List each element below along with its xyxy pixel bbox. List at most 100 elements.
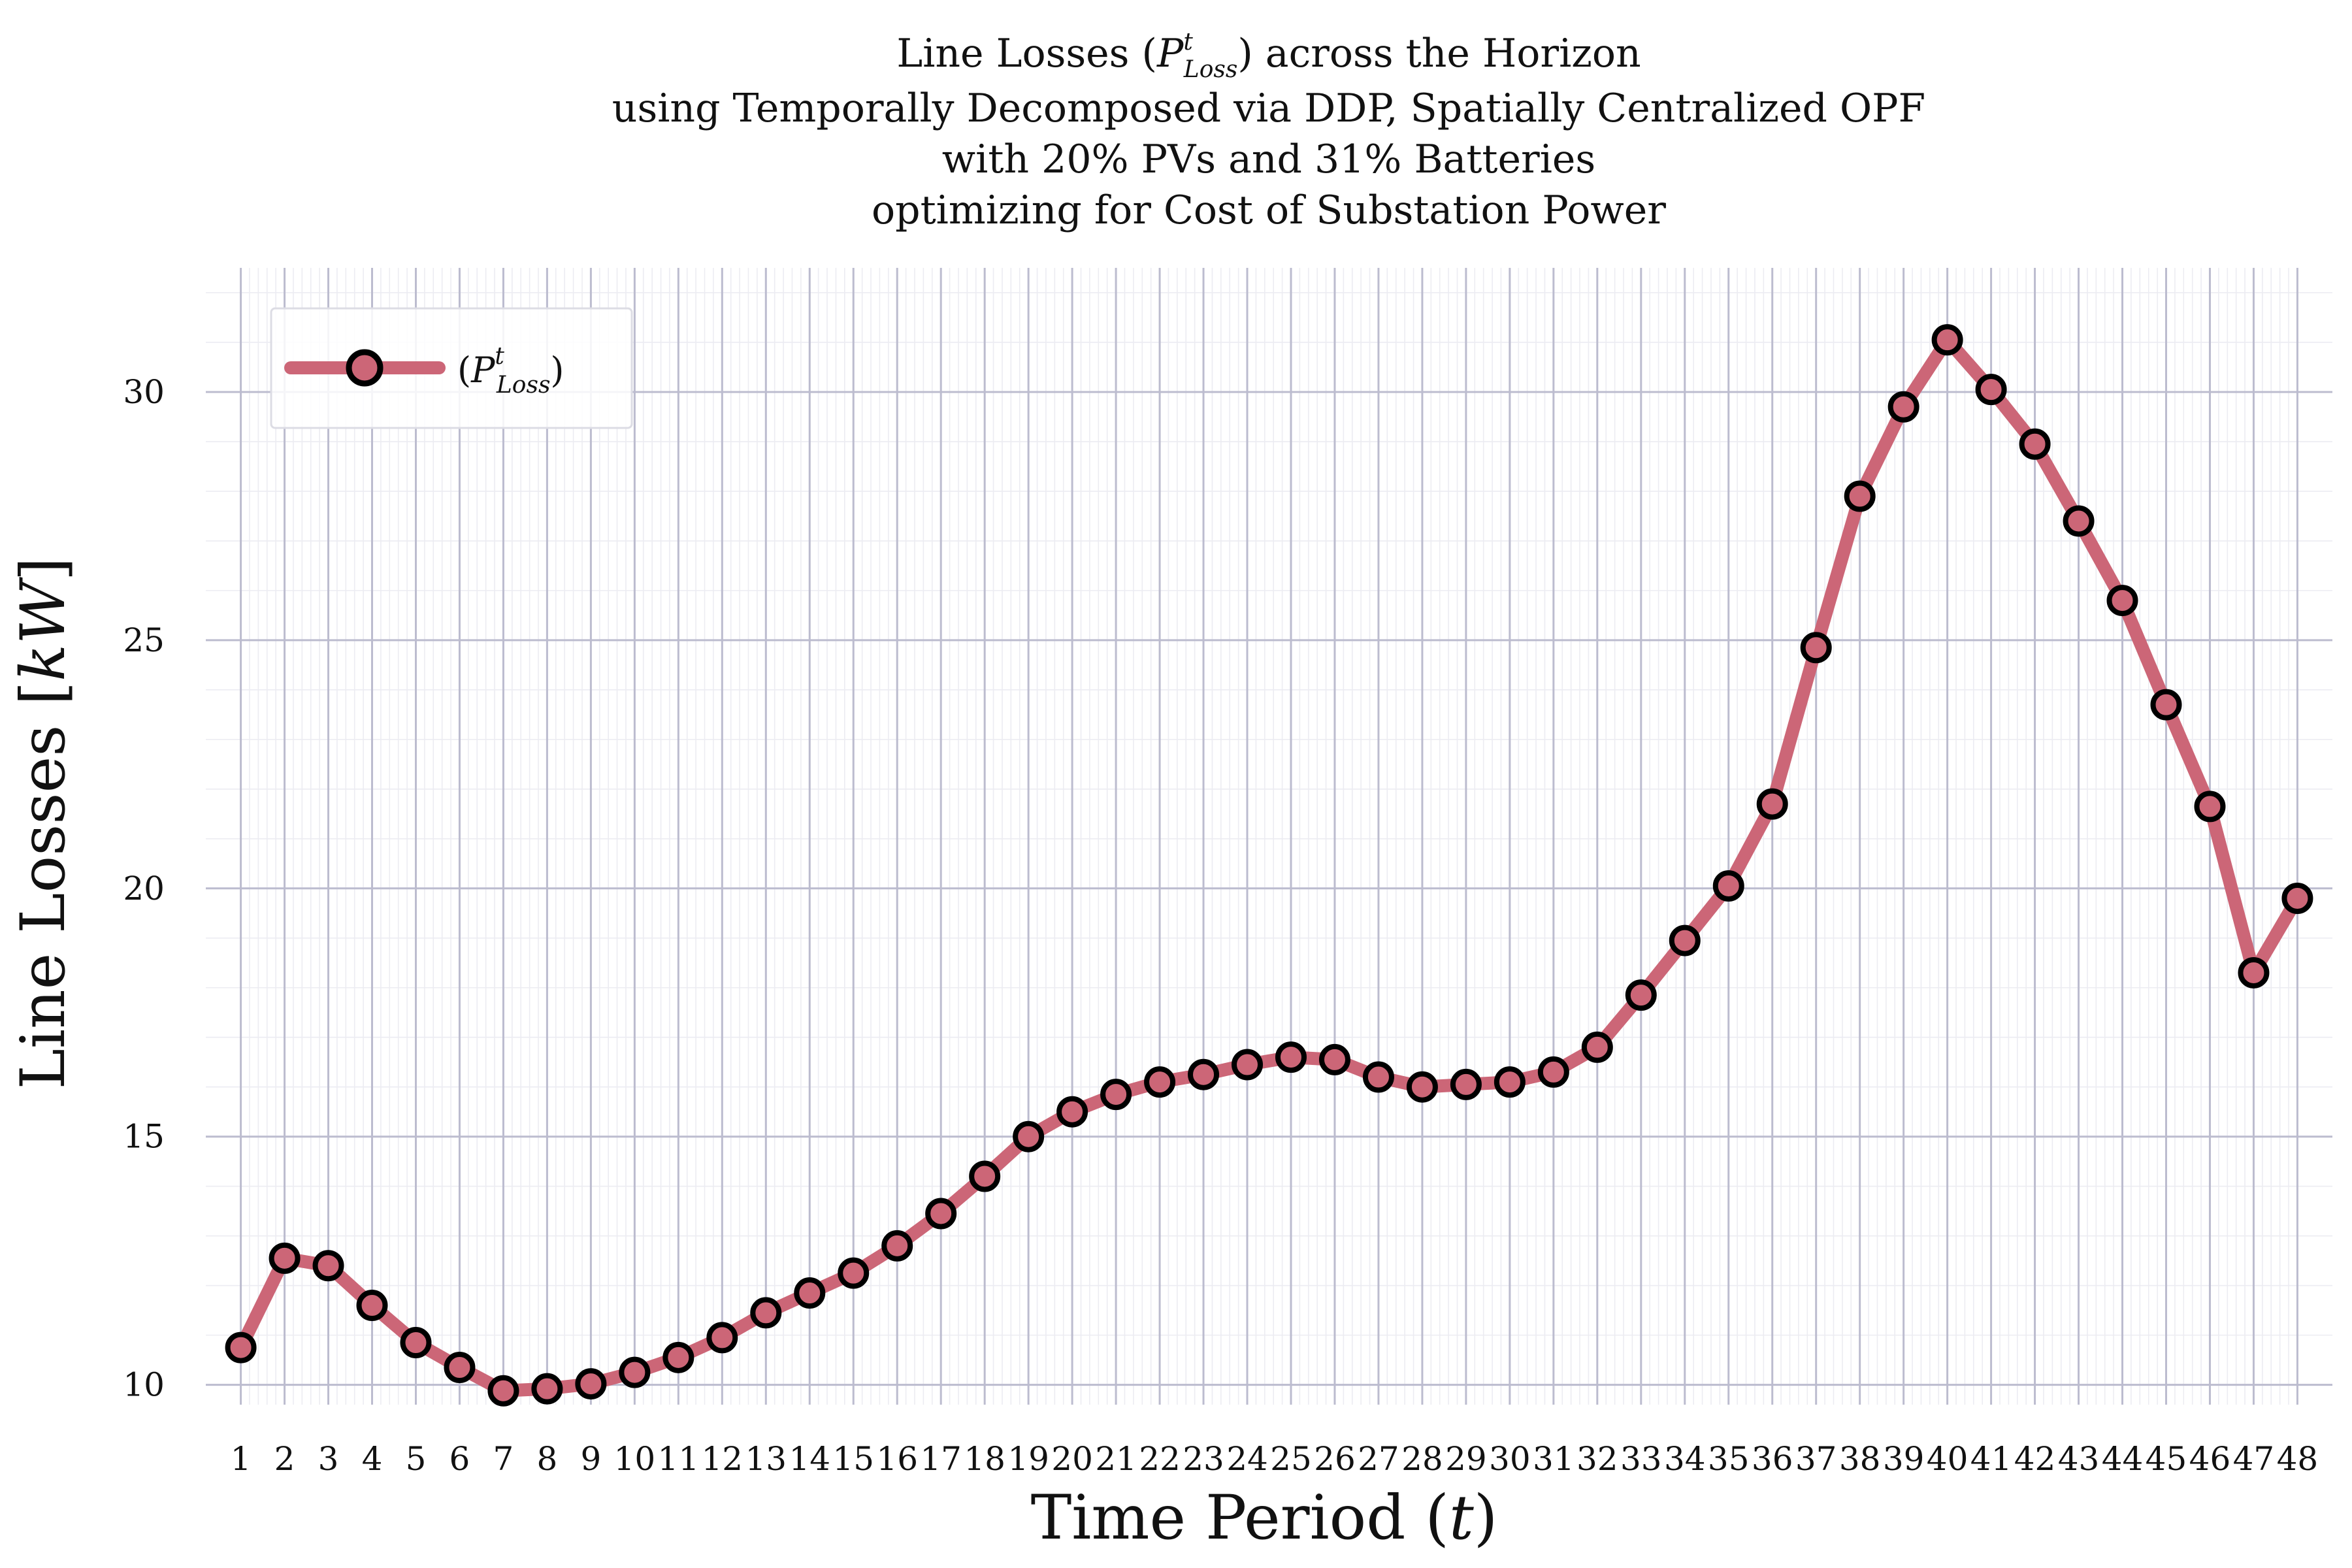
data-point xyxy=(1669,924,1701,956)
legend-label-base: P xyxy=(470,350,496,391)
x-tick-label: 20 xyxy=(1051,1440,1093,1478)
data-point xyxy=(2238,956,2270,988)
x-tick-label: 16 xyxy=(876,1440,918,1478)
x-tick-label: 6 xyxy=(449,1440,470,1478)
data-point xyxy=(1100,1079,1132,1111)
data-point xyxy=(1931,324,1963,356)
x-tick-label: 18 xyxy=(964,1440,1005,1478)
x-tick-label: 34 xyxy=(1664,1440,1706,1478)
data-point xyxy=(1144,1066,1176,1098)
x-axis-label-post: ) xyxy=(1474,1482,1498,1554)
data-point xyxy=(2281,882,2313,914)
data-point xyxy=(444,1352,476,1384)
data-point xyxy=(1494,1066,1526,1098)
data-point xyxy=(1406,1071,1438,1103)
x-tick-label: 13 xyxy=(745,1440,787,1478)
x-tick-label: 30 xyxy=(1489,1440,1531,1478)
data-point xyxy=(2194,791,2226,823)
data-point xyxy=(1887,391,1919,423)
y-tick-label: 10 xyxy=(123,1366,165,1404)
x-tick-label: 12 xyxy=(701,1440,743,1478)
data-point xyxy=(1056,1096,1088,1128)
x-axis-label-pre: Time Period ( xyxy=(1031,1482,1449,1554)
x-tick-label: 44 xyxy=(2102,1440,2144,1478)
title-symbol-sub: Loss xyxy=(1183,56,1238,83)
chart-title-line-2: using Temporally Decomposed via DDP, Spa… xyxy=(612,86,1925,131)
data-point xyxy=(2063,505,2095,537)
marker-layer xyxy=(225,324,2313,1407)
data-point xyxy=(2150,689,2182,721)
legend-box xyxy=(270,307,633,429)
title-symbol-sup: t xyxy=(1183,29,1193,56)
series-line xyxy=(234,333,2304,1397)
data-point xyxy=(1625,979,1657,1011)
chart-title: Line Losses (Pt Loss) across the Horizon … xyxy=(612,29,1925,233)
legend-label-sub: Loss xyxy=(496,372,551,399)
x-tick-label: 8 xyxy=(537,1440,558,1478)
data-point xyxy=(531,1373,563,1405)
x-tick-label: 17 xyxy=(920,1440,962,1478)
data-point xyxy=(881,1230,913,1262)
data-point xyxy=(1188,1058,1220,1090)
x-tick-label: 42 xyxy=(2014,1440,2056,1478)
x-axis-label-var: t xyxy=(1449,1482,1474,1554)
x-tick-label: 15 xyxy=(832,1440,874,1478)
y-tick-label: 30 xyxy=(123,373,165,411)
x-tick-label: 35 xyxy=(1708,1440,1750,1478)
x-tick-label: 14 xyxy=(789,1440,830,1478)
x-tick-label: 23 xyxy=(1183,1440,1224,1478)
data-point xyxy=(400,1327,432,1359)
y-axis-label: Line Losses [kW] xyxy=(8,557,79,1090)
data-point xyxy=(706,1322,738,1354)
x-tick-label: 7 xyxy=(493,1440,514,1478)
x-tick-label: 32 xyxy=(1576,1440,1618,1478)
x-tick-label: 41 xyxy=(1970,1440,2012,1478)
data-point xyxy=(1581,1031,1613,1063)
x-tick-label: 37 xyxy=(1795,1440,1837,1478)
x-tick-label: 21 xyxy=(1095,1440,1137,1478)
x-tick-label: 3 xyxy=(318,1440,339,1478)
x-tick-label: 33 xyxy=(1620,1440,1662,1478)
legend-label: (Pt Loss) xyxy=(457,343,564,399)
data-point xyxy=(1232,1049,1264,1081)
data-point xyxy=(2019,428,2051,460)
x-tick-label: 43 xyxy=(2058,1440,2100,1478)
chart-title-line-4: optimizing for Cost of Substation Power xyxy=(872,188,1666,233)
data-point xyxy=(1318,1043,1350,1075)
data-point xyxy=(1362,1061,1394,1093)
series-layer xyxy=(234,333,2304,1397)
y-tick-label: 15 xyxy=(123,1118,165,1156)
data-point xyxy=(1013,1120,1045,1152)
y-tick-labels: 10 15 20 25 30 xyxy=(123,373,165,1404)
data-point xyxy=(312,1250,344,1282)
data-point xyxy=(1800,632,1832,664)
legend-label-sup: t xyxy=(495,343,504,370)
data-point xyxy=(925,1198,957,1230)
x-tick-label: 24 xyxy=(1226,1440,1268,1478)
x-tick-label: 27 xyxy=(1358,1440,1399,1478)
chart-title-line-3: with 20% PVs and 31% Batteries xyxy=(942,137,1595,182)
y-tick-label: 20 xyxy=(123,870,165,907)
legend-label-open: ( xyxy=(457,350,471,391)
x-tick-labels: 1 2 3 4 5 6 7 8 9 10 11 12 13 14 15 16 17 18 19 20 21 22 23 24 2… xyxy=(231,1440,2319,1478)
title-line-1-post: ) across the Horizon xyxy=(1237,31,1641,76)
data-point xyxy=(794,1277,826,1309)
data-point xyxy=(1712,870,1744,902)
x-axis-label: Time Period (t) xyxy=(1031,1482,1498,1554)
x-tick-label: 9 xyxy=(580,1440,601,1478)
x-tick-label: 19 xyxy=(1007,1440,1049,1478)
data-point xyxy=(356,1290,388,1322)
legend-label-close: ) xyxy=(550,350,564,391)
x-tick-label: 26 xyxy=(1314,1440,1356,1478)
legend-marker-sample xyxy=(346,349,384,387)
data-point xyxy=(969,1160,1001,1192)
y-tick-label: 25 xyxy=(123,621,165,659)
x-tick-label: 38 xyxy=(1839,1440,1881,1478)
x-tick-label: 1 xyxy=(231,1440,252,1478)
data-point xyxy=(2106,585,2138,617)
legend: (Pt Loss) xyxy=(270,307,633,429)
x-tick-label: 5 xyxy=(406,1440,427,1478)
x-tick-label: 40 xyxy=(1927,1440,1968,1478)
plot-grid xyxy=(206,268,2332,1405)
